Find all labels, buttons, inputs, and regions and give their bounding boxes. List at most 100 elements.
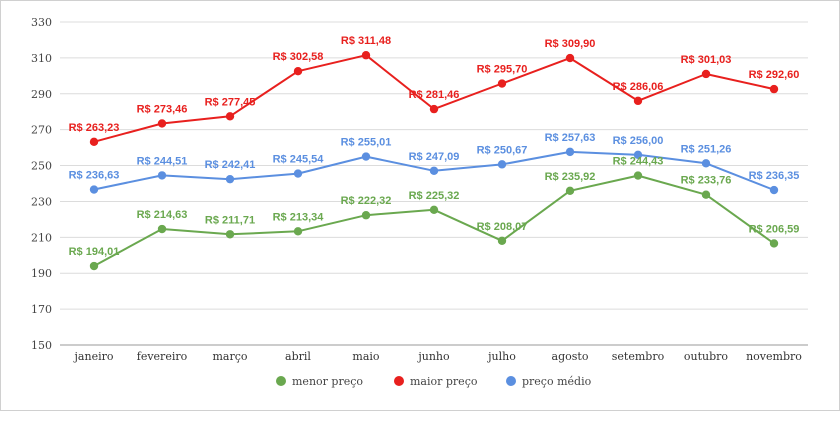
data-label: R$ 244,51 bbox=[137, 155, 188, 167]
x-axis: janeiro fevereiro março abril maio junho julho… bbox=[73, 350, 803, 363]
data-label: R$ 250,67 bbox=[477, 144, 528, 156]
legend-item: preço médio bbox=[506, 375, 592, 388]
data-point bbox=[89, 185, 99, 194]
legend-marker-icon bbox=[394, 376, 404, 386]
data-point bbox=[769, 239, 779, 248]
y-tick-label: 250 bbox=[31, 160, 52, 173]
data-label: R$ 256,00 bbox=[613, 135, 664, 147]
data-point bbox=[701, 69, 711, 79]
x-tick-label: abril bbox=[285, 350, 311, 363]
data-label: R$ 214,63 bbox=[137, 209, 188, 221]
data-label: R$ 236,35 bbox=[749, 170, 800, 182]
data-point bbox=[769, 185, 779, 195]
y-tick-label: 330 bbox=[31, 16, 52, 29]
y-tick-label: 210 bbox=[31, 231, 52, 244]
data-label: R$ 263,23 bbox=[69, 122, 120, 134]
data-label: R$ 244,43 bbox=[613, 156, 664, 168]
data-label: R$ 257,63 bbox=[545, 132, 596, 144]
data-label: R$ 247,09 bbox=[409, 151, 460, 163]
data-label: R$ 233,76 bbox=[681, 175, 732, 187]
x-tick-label: outubro bbox=[684, 350, 729, 363]
data-label: R$ 242,41 bbox=[205, 159, 256, 171]
y-axis: 150 170 190 210 230 250 270 290 310 330 bbox=[31, 16, 52, 352]
data-point bbox=[293, 67, 303, 76]
data-label: R$ 225,32 bbox=[409, 190, 460, 202]
data-point bbox=[89, 137, 99, 147]
data-label: R$ 222,32 bbox=[341, 195, 392, 207]
data-point bbox=[361, 51, 371, 60]
data-label: R$ 235,92 bbox=[545, 171, 596, 183]
data-point bbox=[497, 236, 507, 245]
x-tick-label: julho bbox=[486, 350, 516, 363]
data-point bbox=[157, 171, 167, 180]
x-tick-label: novembro bbox=[746, 350, 802, 363]
data-point bbox=[497, 160, 507, 169]
data-point bbox=[565, 186, 575, 196]
x-tick-label: agosto bbox=[552, 350, 589, 363]
chart-frame bbox=[0, 0, 840, 411]
data-label: R$ 206,59 bbox=[749, 223, 800, 235]
data-point bbox=[429, 205, 439, 215]
data-label: R$ 213,34 bbox=[273, 211, 325, 223]
data-point bbox=[565, 147, 575, 157]
data-point bbox=[225, 112, 235, 121]
y-tick-label: 270 bbox=[31, 124, 52, 137]
x-tick-label: setembro bbox=[612, 350, 665, 363]
data-label: R$ 236,63 bbox=[69, 170, 120, 182]
data-point bbox=[429, 104, 439, 114]
y-tick-label: 150 bbox=[31, 339, 52, 352]
y-tick-label: 190 bbox=[31, 267, 52, 280]
legend-marker-icon bbox=[276, 376, 286, 386]
legend-label: preço médio bbox=[522, 375, 592, 388]
legend-label: menor preço bbox=[292, 375, 363, 388]
data-point bbox=[225, 230, 235, 239]
data-point bbox=[361, 211, 371, 220]
x-tick-label: janeiro bbox=[73, 350, 114, 363]
data-point bbox=[701, 190, 711, 199]
legend: menor preço maior preço preço médio bbox=[276, 375, 592, 388]
data-point bbox=[89, 261, 99, 271]
data-point bbox=[293, 169, 303, 178]
legend-item: menor preço bbox=[276, 375, 363, 388]
data-label: R$ 295,70 bbox=[477, 64, 528, 76]
data-label: R$ 208,07 bbox=[477, 221, 528, 233]
data-label: R$ 292,60 bbox=[749, 69, 800, 81]
data-point bbox=[429, 166, 439, 175]
x-tick-label: fevereiro bbox=[137, 350, 188, 363]
data-label: R$ 302,58 bbox=[273, 51, 324, 63]
x-tick-label: maio bbox=[352, 350, 380, 363]
data-point bbox=[157, 224, 167, 234]
data-label: R$ 245,54 bbox=[273, 154, 325, 166]
data-point bbox=[157, 119, 167, 128]
series-points bbox=[89, 51, 779, 271]
data-point bbox=[361, 152, 371, 161]
data-label: R$ 286,06 bbox=[613, 81, 664, 93]
data-point bbox=[769, 84, 779, 94]
data-point bbox=[633, 150, 643, 159]
data-label: R$ 194,01 bbox=[69, 246, 120, 258]
data-point bbox=[633, 96, 643, 106]
x-tick-label: junho bbox=[416, 350, 450, 363]
y-tick-label: 230 bbox=[31, 195, 52, 208]
data-label: R$ 255,01 bbox=[341, 137, 392, 149]
y-tick-label: 310 bbox=[31, 52, 52, 65]
y-tick-label: 290 bbox=[31, 88, 52, 101]
x-tick-label: março bbox=[212, 350, 247, 363]
data-label: R$ 273,46 bbox=[137, 103, 188, 115]
data-label: R$ 301,03 bbox=[681, 54, 732, 66]
data-label: R$ 281,46 bbox=[409, 89, 460, 101]
data-label: R$ 311,48 bbox=[341, 35, 391, 47]
legend-label: maior preço bbox=[410, 375, 478, 388]
data-label: R$ 309,90 bbox=[545, 38, 596, 50]
data-labels: R$ 194,01 R$ 214,63 R$ 211,71 R$ 213,34 R$ 2… bbox=[69, 35, 800, 258]
y-tick-label: 170 bbox=[31, 303, 52, 316]
data-point bbox=[225, 174, 235, 184]
data-point bbox=[497, 79, 507, 88]
data-label: R$ 251,26 bbox=[681, 143, 732, 155]
data-label: R$ 211,71 bbox=[205, 214, 255, 226]
legend-marker-icon bbox=[506, 376, 516, 386]
data-point bbox=[565, 53, 575, 63]
legend-item: maior preço bbox=[394, 375, 478, 388]
